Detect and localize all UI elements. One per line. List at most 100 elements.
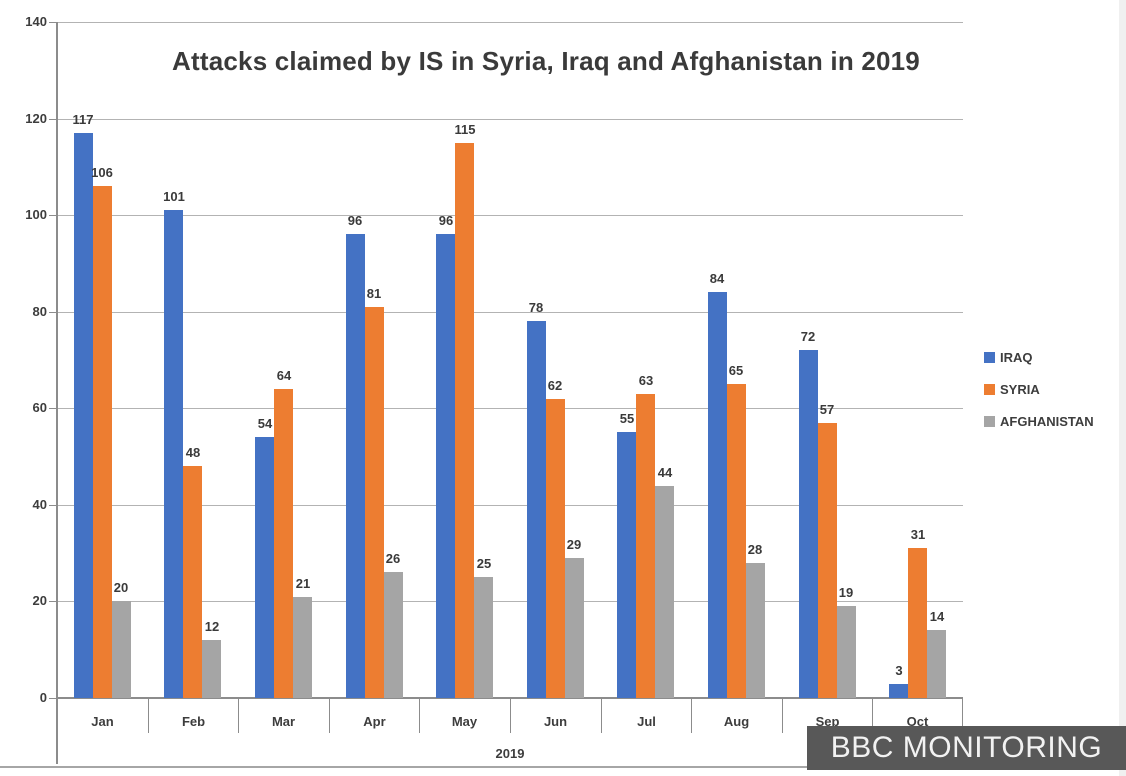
bar-syria-jan: [93, 186, 112, 698]
y-tick-label: 120: [25, 110, 47, 126]
y-axis-tick: [49, 215, 57, 217]
gridline: [57, 311, 963, 313]
bar-iraq-jul: [617, 432, 636, 698]
bar-afghanistan-mar: [293, 597, 312, 698]
bar-afghanistan-feb: [202, 640, 221, 698]
y-tick-label: 40: [32, 496, 47, 512]
category-separator: [510, 698, 511, 733]
data-label: 101: [163, 189, 185, 204]
data-label: 28: [747, 542, 763, 557]
data-label: 31: [910, 527, 926, 542]
x-axis-line: [57, 697, 963, 699]
data-label: 21: [295, 576, 311, 591]
y-axis-tick: [49, 601, 57, 603]
y-axis-tick: [49, 408, 57, 410]
bar-afghanistan-aug: [746, 563, 765, 698]
data-label: 81: [366, 286, 382, 301]
legend-label-afghanistan: AFGHANISTAN: [1000, 413, 1094, 429]
chart-title: Attacks claimed by IS in Syria, Iraq and…: [172, 46, 920, 76]
bar-afghanistan-oct: [927, 630, 946, 698]
bbc-monitoring-watermark: BBC MONITORING: [807, 726, 1126, 770]
y-tick-label: 80: [32, 303, 47, 319]
data-label: 26: [385, 551, 401, 566]
data-label: 55: [619, 411, 635, 426]
gridline: [57, 504, 963, 506]
data-label: 48: [185, 445, 201, 460]
bar-syria-jun: [546, 399, 565, 698]
data-label: 57: [819, 402, 835, 417]
data-label: 63: [638, 373, 654, 388]
x-tick-label: Apr: [363, 714, 386, 729]
data-label: 106: [91, 165, 113, 180]
bar-syria-aug: [727, 384, 746, 698]
data-label: 44: [657, 465, 673, 480]
y-axis-tick: [49, 504, 57, 506]
x-tick-label: Aug: [723, 714, 750, 729]
bar-afghanistan-jul: [655, 486, 674, 698]
bar-afghanistan-apr: [384, 572, 403, 698]
legend-swatch-iraq: [984, 351, 995, 363]
data-label: 115: [454, 122, 476, 137]
x-tick-label: Sep: [815, 714, 840, 729]
legend-item-syria: SYRIA: [984, 381, 1094, 397]
x-tick-label: May: [451, 714, 478, 729]
legend-label-syria: SYRIA: [1000, 381, 1040, 397]
data-label: 96: [438, 213, 454, 228]
y-tick-label: 100: [25, 207, 47, 223]
bar-afghanistan-jan: [112, 601, 131, 698]
category-separator: [419, 698, 420, 733]
data-label: 19: [838, 585, 854, 600]
category-separator: [329, 698, 330, 733]
data-label: 62: [547, 378, 563, 393]
bar-syria-apr: [365, 307, 384, 698]
legend-item-iraq: IRAQ: [984, 349, 1094, 365]
bottom-divider: [0, 766, 1126, 768]
bar-iraq-sep: [799, 350, 818, 698]
gridline: [57, 215, 963, 217]
category-separator: [148, 698, 149, 733]
data-label: 96: [347, 213, 363, 228]
legend-item-afghanistan: AFGHANISTAN: [984, 413, 1094, 429]
gridline: [57, 22, 963, 23]
data-label: 25: [476, 556, 492, 571]
bar-iraq-jan: [74, 133, 93, 698]
data-label: 117: [72, 112, 94, 127]
bar-syria-jul: [636, 394, 655, 698]
x-axis-year-label: 2019: [495, 746, 525, 761]
right-edge-strip: [1119, 0, 1126, 776]
y-axis-tick: [49, 311, 57, 313]
legend-label-iraq: IRAQ: [1000, 349, 1033, 365]
category-separator: [782, 698, 783, 733]
x-tick-label: Mar: [271, 714, 296, 729]
gridline: [57, 408, 963, 410]
bar-syria-sep: [818, 423, 837, 698]
bar-iraq-may: [436, 234, 455, 698]
x-tick-label: Jul: [637, 714, 656, 729]
y-axis-tick: [49, 118, 57, 120]
bar-syria-oct: [908, 548, 927, 698]
bar-iraq-feb: [164, 210, 183, 698]
x-tick-label: Feb: [181, 714, 206, 729]
data-label: 64: [276, 368, 292, 383]
data-label: 29: [566, 537, 582, 552]
category-separator: [691, 698, 692, 733]
data-label: 14: [929, 609, 945, 624]
y-tick-label: 0: [39, 690, 47, 705]
bar-syria-feb: [183, 466, 202, 698]
y-axis-line: [56, 22, 58, 764]
legend: IRAQ SYRIA AFGHANISTAN: [984, 349, 1094, 445]
y-axis-tick: [49, 22, 57, 23]
x-tick-label: Oct: [906, 714, 929, 729]
data-label: 65: [728, 363, 744, 378]
y-axis-tick: [49, 698, 57, 699]
bar-afghanistan-sep: [837, 606, 856, 698]
data-label: 20: [113, 580, 129, 595]
bar-iraq-aug: [708, 292, 727, 698]
bar-iraq-oct: [889, 684, 908, 698]
gridline: [57, 118, 963, 120]
data-label: 54: [257, 416, 273, 431]
legend-swatch-syria: [984, 383, 995, 395]
category-separator: [601, 698, 602, 733]
x-tick-label: Jun: [543, 714, 568, 729]
